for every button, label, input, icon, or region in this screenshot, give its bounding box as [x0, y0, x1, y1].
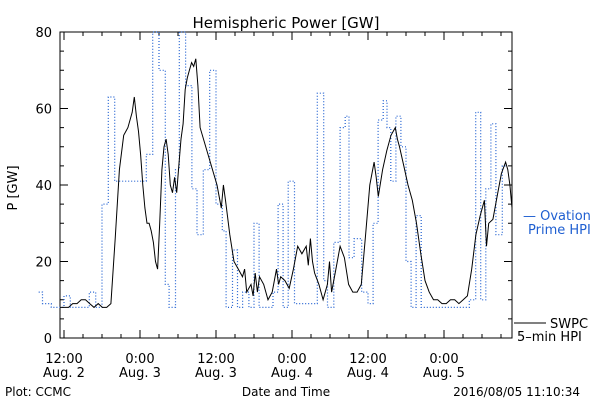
x-tick-label-time: 0:00: [277, 352, 306, 367]
x-tick-label-date: Aug. 4: [271, 366, 313, 381]
series-line-ovation: [38, 31, 508, 308]
x-tick-label-time: 0:00: [429, 352, 458, 367]
legend-ovation-line2: Prime HPI: [528, 223, 591, 238]
y-tick-label: 0: [44, 332, 52, 347]
x-tick-label-time: 0:00: [125, 352, 154, 367]
y-tick-label: 60: [35, 103, 52, 118]
legend-ovation-line1: — Ovation: [523, 209, 591, 224]
x-tick-label-date: Aug. 5: [423, 366, 465, 381]
plot-frame: [59, 31, 513, 339]
x-tick-label-time: 12:00: [197, 352, 234, 367]
x-tick-label-date: Aug. 3: [119, 366, 161, 381]
x-tick-label-date: Aug. 3: [195, 366, 237, 381]
plot-timestamp: 2016/08/05 11:10:34: [453, 385, 580, 399]
y-tick-label: 40: [35, 179, 52, 194]
x-tick-label-date: Aug. 2: [43, 366, 85, 381]
x-tick-label-time: 12:00: [45, 352, 82, 367]
chart-title: Hemispheric Power [GW]: [193, 14, 380, 32]
x-tick-label-time: 12:00: [349, 352, 386, 367]
series-group: [38, 31, 513, 309]
legend-swpc-line1: SWPC: [550, 317, 588, 332]
x-axis-label: Date and Time: [242, 385, 330, 399]
x-tick-label-date: Aug. 4: [347, 366, 389, 381]
y-tick-label: 20: [35, 256, 52, 271]
y-tick-label: 80: [35, 26, 52, 41]
y-axis: 0 20 40 60 80: [35, 26, 512, 347]
y-axis-label: P [GW]: [6, 165, 21, 210]
legend-swpc-line2: 5–min HPI: [517, 330, 582, 345]
series-line-swpc: [60, 58, 513, 309]
plot-credit: Plot: CCMC: [5, 385, 71, 399]
